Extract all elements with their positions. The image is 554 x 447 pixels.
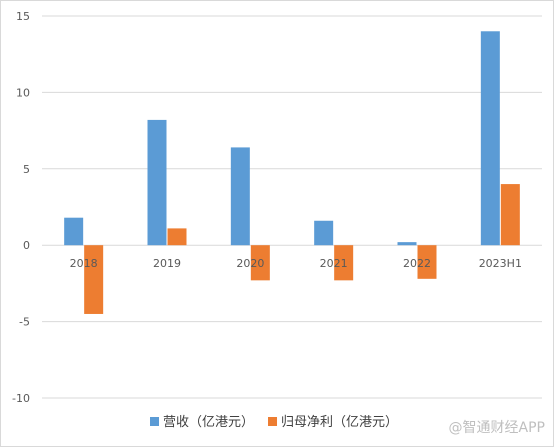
y-tick-label: 0 — [23, 239, 30, 252]
bar-net-profit — [84, 245, 104, 314]
bar-net-profit — [250, 245, 270, 281]
bar-revenue — [147, 119, 167, 246]
bar-net-profit — [500, 184, 520, 246]
bar-net-profit — [334, 245, 354, 281]
x-axis-ticks: 2018 2019 2020 2021 2022 2023H1 — [70, 257, 522, 270]
y-axis-ticks: -10 -5 0 5 10 15 — [12, 10, 30, 405]
bar-net-profit — [417, 245, 437, 279]
x-tick-label: 2019 — [153, 257, 181, 270]
y-tick-label: -5 — [19, 316, 30, 329]
x-tick-label: 2021 — [320, 257, 348, 270]
x-tick-label: 2018 — [70, 257, 98, 270]
y-tick-label: -10 — [12, 392, 30, 405]
bar-net-profit — [167, 228, 187, 246]
bar-revenue — [64, 217, 84, 246]
legend: 营收（亿港元） 归母净利（亿港元） — [150, 415, 398, 430]
x-tick-label: 2022 — [403, 257, 431, 270]
x-tick-label: 2023H1 — [479, 257, 522, 270]
bar-revenue — [230, 147, 250, 246]
legend-swatch — [150, 417, 159, 426]
watermark: @智通财经APP — [449, 420, 545, 436]
legend-swatch — [268, 417, 278, 426]
bar-revenue — [397, 242, 417, 246]
bar-revenue — [480, 31, 500, 246]
legend-label: 归母净利（亿港元） — [281, 415, 398, 430]
y-tick-label: 15 — [16, 10, 30, 23]
y-tick-label: 10 — [16, 86, 30, 99]
x-tick-label: 2020 — [236, 257, 264, 270]
legend-label: 营收（亿港元） — [163, 415, 254, 430]
bars — [64, 31, 520, 314]
y-tick-label: 5 — [23, 163, 30, 176]
bar-revenue — [314, 220, 334, 246]
gridlines — [42, 15, 542, 399]
